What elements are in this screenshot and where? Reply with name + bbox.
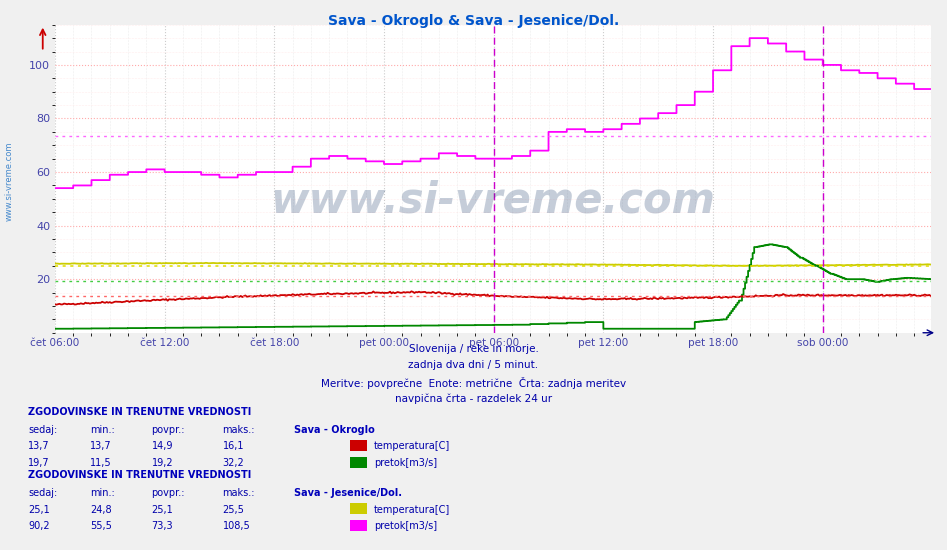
Text: 108,5: 108,5 bbox=[223, 521, 250, 531]
Text: 14,9: 14,9 bbox=[152, 441, 173, 452]
Text: ZGODOVINSKE IN TRENUTNE VREDNOSTI: ZGODOVINSKE IN TRENUTNE VREDNOSTI bbox=[28, 407, 252, 417]
Text: 25,1: 25,1 bbox=[152, 504, 173, 515]
Text: temperatura[C]: temperatura[C] bbox=[374, 504, 451, 515]
Text: 19,2: 19,2 bbox=[152, 458, 173, 468]
Text: povpr.:: povpr.: bbox=[152, 488, 185, 498]
Text: 24,8: 24,8 bbox=[90, 504, 112, 515]
Text: 32,2: 32,2 bbox=[223, 458, 244, 468]
Text: 73,3: 73,3 bbox=[152, 521, 173, 531]
Text: ZGODOVINSKE IN TRENUTNE VREDNOSTI: ZGODOVINSKE IN TRENUTNE VREDNOSTI bbox=[28, 470, 252, 481]
Text: zadnja dva dni / 5 minut.: zadnja dva dni / 5 minut. bbox=[408, 360, 539, 370]
Text: Sava - Jesenice/Dol.: Sava - Jesenice/Dol. bbox=[294, 488, 402, 498]
Text: 16,1: 16,1 bbox=[223, 441, 244, 452]
Text: 90,2: 90,2 bbox=[28, 521, 50, 531]
Text: Sava - Okroglo & Sava - Jesenice/Dol.: Sava - Okroglo & Sava - Jesenice/Dol. bbox=[328, 14, 619, 28]
Text: 55,5: 55,5 bbox=[90, 521, 112, 531]
Text: Meritve: povprečne  Enote: metrične  Črta: zadnja meritev: Meritve: povprečne Enote: metrične Črta:… bbox=[321, 377, 626, 389]
Text: www.si-vreme.com: www.si-vreme.com bbox=[271, 179, 715, 221]
Text: pretok[m3/s]: pretok[m3/s] bbox=[374, 458, 438, 468]
Text: povpr.:: povpr.: bbox=[152, 425, 185, 435]
Text: sedaj:: sedaj: bbox=[28, 488, 58, 498]
Text: navpična črta - razdelek 24 ur: navpična črta - razdelek 24 ur bbox=[395, 393, 552, 404]
Text: 13,7: 13,7 bbox=[90, 441, 112, 452]
Text: sedaj:: sedaj: bbox=[28, 425, 58, 435]
Text: min.:: min.: bbox=[90, 425, 115, 435]
Text: pretok[m3/s]: pretok[m3/s] bbox=[374, 521, 438, 531]
Text: www.si-vreme.com: www.si-vreme.com bbox=[5, 142, 14, 221]
Text: 19,7: 19,7 bbox=[28, 458, 50, 468]
Text: 13,7: 13,7 bbox=[28, 441, 50, 452]
Text: min.:: min.: bbox=[90, 488, 115, 498]
Text: 25,1: 25,1 bbox=[28, 504, 50, 515]
Text: temperatura[C]: temperatura[C] bbox=[374, 441, 451, 452]
Text: Slovenija / reke in morje.: Slovenija / reke in morje. bbox=[408, 344, 539, 354]
Text: 25,5: 25,5 bbox=[223, 504, 244, 515]
Text: Sava - Okroglo: Sava - Okroglo bbox=[294, 425, 374, 435]
Text: 11,5: 11,5 bbox=[90, 458, 112, 468]
Text: maks.:: maks.: bbox=[223, 425, 255, 435]
Text: maks.:: maks.: bbox=[223, 488, 255, 498]
